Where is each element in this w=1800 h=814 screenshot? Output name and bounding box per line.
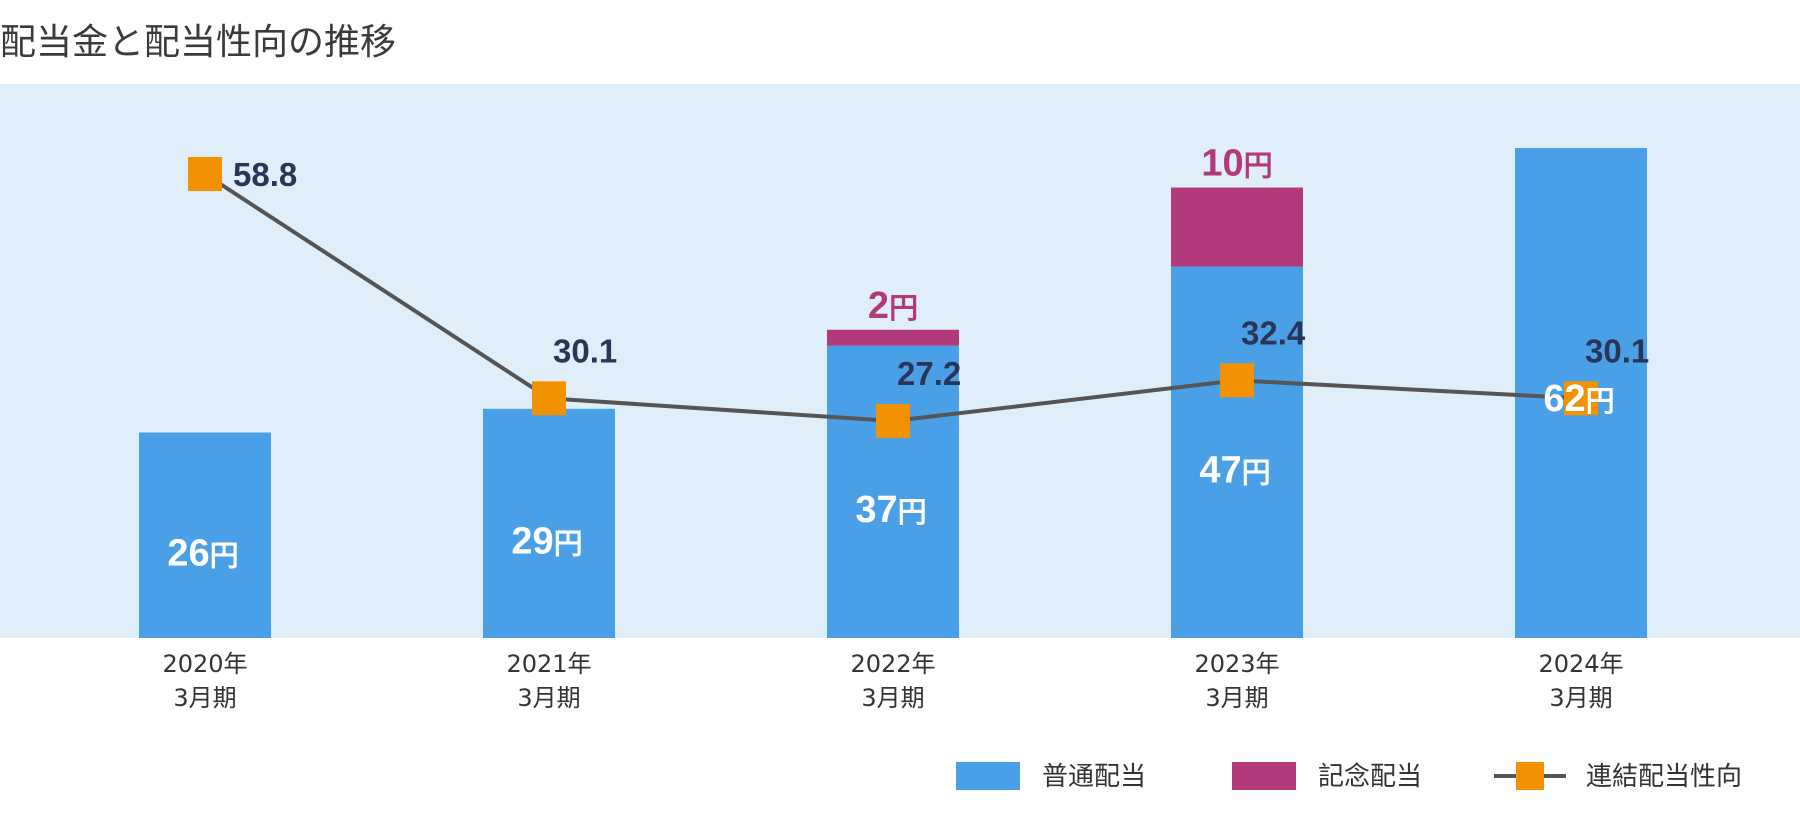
bar-memorial-3 [1171,187,1303,267]
ratio-point-3 [1220,363,1254,398]
memorial-value-label-3: 10円 [1201,143,1272,185]
x-tick-label-3-line1: 2023年 [1194,650,1279,678]
legend-swatch-0 [956,762,1020,790]
bar-regular-2 [827,345,959,638]
regular-value-label-4: 62円 [1543,378,1614,420]
x-tick-label-4-line2: 3月期 [1549,684,1612,712]
x-tick-label-3-line2: 3月期 [1205,684,1268,712]
bar-regular-1 [483,408,615,638]
ratio-value-label-0: 58.8 [233,156,297,193]
ratio-line-layer [188,157,1598,438]
legend-item-0: 普通配当 [956,762,1146,792]
x-tick-label-2-line2: 3月期 [861,684,924,712]
x-tick-label-0-line1: 2020年 [162,650,247,678]
x-tick-label-1-line2: 3月期 [517,684,580,712]
ratio-value-label-2: 27.2 [897,355,961,392]
legend-label-1: 記念配当 [1318,762,1422,792]
regular-value-label-1: 29円 [511,520,582,562]
memorial-value-label-2: 2円 [868,285,918,327]
bar-regular-0 [139,432,271,638]
x-tick-label-0-line2: 3月期 [173,684,236,712]
legend-swatch-1 [1232,762,1296,790]
legend-label-0: 普通配当 [1042,762,1146,792]
legend-item-2: 連結配当性向 [1494,762,1742,792]
x-tick-label-4-line1: 2024年 [1538,650,1623,678]
ratio-value-label-1: 30.1 [553,332,617,369]
x-tick-label-2-line1: 2022年 [850,650,935,678]
chart-title: 配当金と配当性向の推移 [0,22,396,63]
regular-value-label-2: 37円 [855,489,926,531]
legend-item-1: 記念配当 [1232,762,1422,792]
regular-value-label-0: 26円 [167,532,238,574]
ratio-point-1 [532,381,566,416]
legend-label-2: 連結配当性向 [1586,762,1742,792]
regular-value-label-3: 47円 [1199,449,1270,491]
ratio-point-2 [876,404,910,438]
x-axis: 2020年 3月期 2021年 3月期 2022年 3月期 2023年 3月期 2024年 3月期 [162,650,1623,712]
legend-marker-2 [1516,762,1544,790]
bar-layer [139,148,1647,638]
label-layer: 26円 29円 2円 37円 10円 47円 62円 58.8 30.1 27.2 32.4 30.1 [167,143,1649,575]
ratio-value-label-3: 32.4 [1241,314,1306,351]
bar-regular-3 [1171,266,1303,638]
bar-memorial-2 [827,329,959,346]
ratio-point-4 [1564,381,1598,416]
x-tick-label-1-line1: 2021年 [506,650,591,678]
legend: 普通配当 記念配当 連結配当性向 [956,762,1742,792]
ratio-value-label-4: 30.1 [1585,332,1649,369]
ratio-point-0 [188,157,222,191]
